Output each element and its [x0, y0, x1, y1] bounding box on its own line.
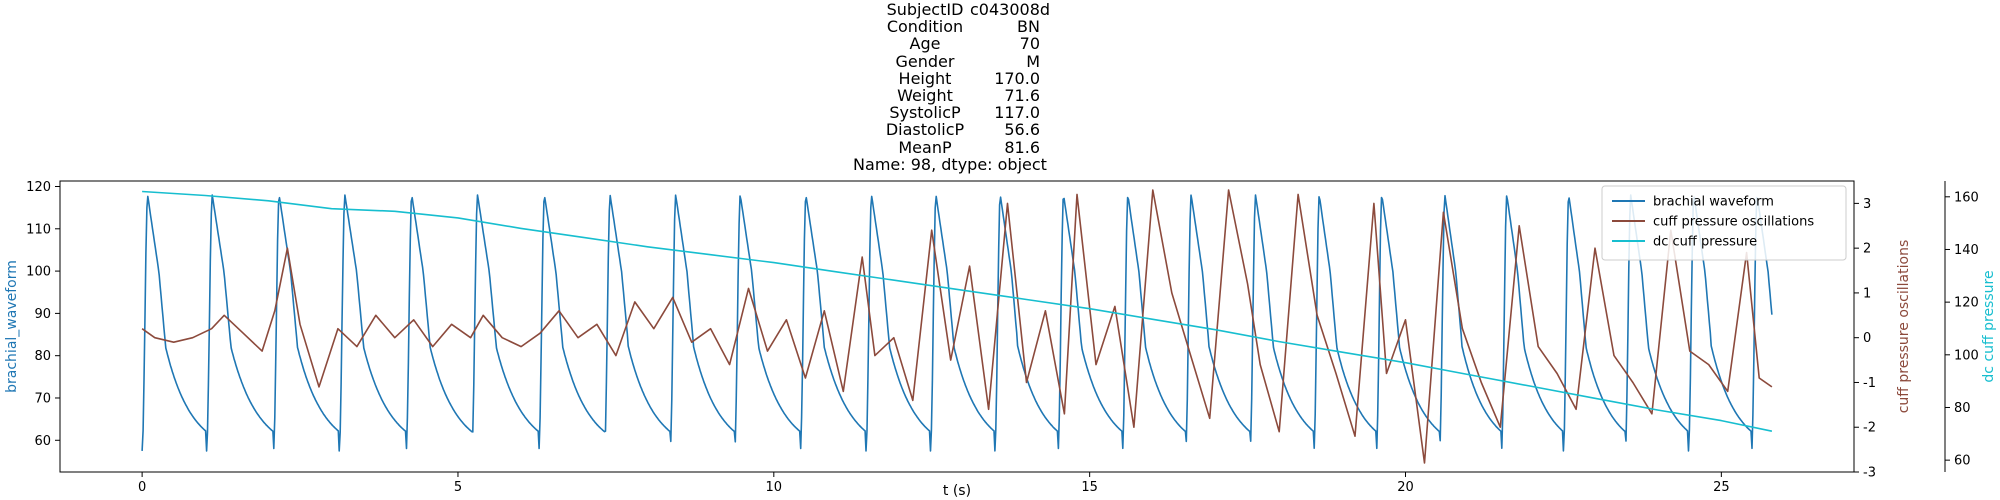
x-tick-label: 25 — [1713, 480, 1730, 495]
legend-label: cuff pressure oscillations — [1653, 215, 1814, 230]
x-tick-label: 20 — [1397, 480, 1414, 495]
right1-tick-label: -3 — [1863, 466, 1876, 481]
right1-tick-label: 0 — [1863, 331, 1871, 346]
left-axis-label: brachial_waveform — [4, 260, 20, 393]
title-value: 71.6 — [1004, 86, 1040, 105]
title-label: Height — [898, 68, 952, 88]
legend: brachial waveform cuff pressure oscillati… — [1601, 185, 1847, 261]
title-label: SystolicP — [889, 103, 961, 123]
right2-tick-label: 120 — [1954, 296, 1979, 311]
axes-layer: 0 5 10 15 20 2560708090100110120brachial_wave… — [4, 180, 1997, 495]
left-tick-label: 110 — [26, 222, 51, 237]
series-line-dc-cuff-pressure — [142, 190, 1773, 432]
x-tick-label: 10 — [766, 480, 783, 495]
x-tick-label: 5 — [454, 480, 462, 495]
title-value: 56.6 — [1004, 120, 1040, 140]
title-value: 170.0 — [994, 68, 1040, 88]
series-line-cuff-pressure-oscillations — [141, 189, 1773, 464]
title-value: M — [1026, 51, 1040, 71]
title-value: 117.0 — [994, 103, 1040, 123]
left-tick-label: 60 — [34, 434, 51, 449]
x-axis-label: t (s) — [943, 483, 971, 499]
title-label: SubjectID — [886, 0, 964, 19]
title-label: Gender — [895, 51, 955, 71]
left-tick-label: 80 — [34, 349, 51, 364]
left-tick-label: 90 — [34, 307, 51, 322]
right1-tick-label: 1 — [1863, 286, 1871, 301]
legend-label: brachial waveform — [1653, 195, 1774, 210]
right1-tick-label: -2 — [1863, 421, 1876, 436]
right1-tick-label: 3 — [1863, 197, 1871, 212]
title-label: Weight — [897, 86, 953, 105]
title-value: 81.6 — [1004, 137, 1040, 157]
x-tick-label: 15 — [1081, 480, 1098, 495]
series-layer — [141, 189, 1773, 464]
right2-axis-label: dc cuff pressure — [1981, 270, 1997, 382]
title-label: Condition — [886, 17, 964, 37]
right2-tick-label: 60 — [1954, 454, 1971, 469]
right2-tick-label: 80 — [1954, 401, 1971, 416]
right1-tick-label: 2 — [1863, 242, 1871, 257]
title-label: Age — [909, 34, 941, 54]
legend-label: dc cuff pressure — [1653, 235, 1757, 250]
legend-box — [1601, 185, 1847, 261]
right2-tick-label: 100 — [1954, 348, 1979, 363]
title-value: BN — [1017, 17, 1040, 37]
right2-tick-label: 160 — [1954, 190, 1979, 205]
title-footer: Name: 98, dtype: object — [853, 154, 1047, 174]
right1-tick-label: -1 — [1863, 376, 1876, 391]
right2-tick-label: 140 — [1954, 243, 1979, 258]
left-tick-label: 100 — [26, 265, 51, 280]
right1-axis-label: cuff pressure oscillations — [1896, 240, 1912, 414]
series-line-brachial-waveform — [141, 194, 1773, 452]
title-value: 70 — [1019, 34, 1040, 54]
x-tick-label: 0 — [138, 480, 146, 495]
title-value: c043008d — [970, 0, 1051, 19]
left-tick-label: 120 — [26, 180, 51, 195]
title-label: MeanP — [898, 137, 952, 157]
left-tick-label: 70 — [34, 391, 51, 406]
title-label: DiastolicP — [885, 120, 965, 140]
